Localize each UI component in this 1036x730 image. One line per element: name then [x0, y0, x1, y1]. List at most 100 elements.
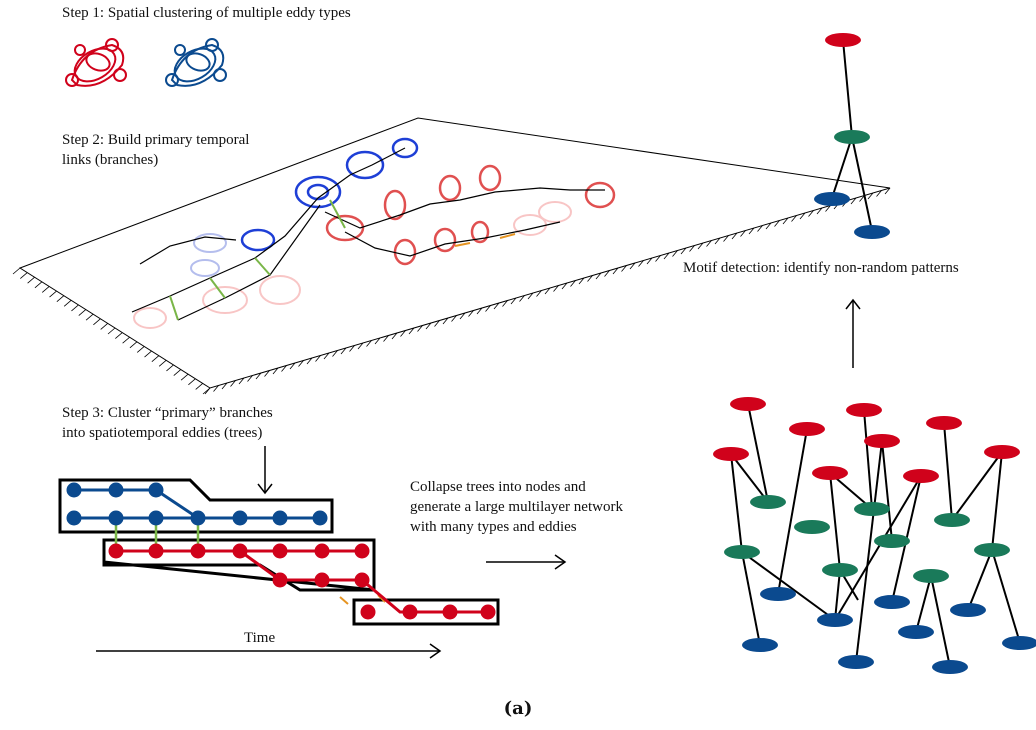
hatch-mark	[49, 290, 57, 298]
hatch-mark	[298, 360, 304, 367]
hatch-mark	[349, 345, 355, 352]
red-branch-tail-outline	[352, 598, 500, 626]
hatch-mark	[221, 382, 228, 390]
blue-tree-outline	[58, 478, 334, 534]
hatch-mark	[20, 272, 28, 279]
hatch-mark	[757, 225, 763, 232]
hatch-mark	[78, 309, 87, 316]
hatch-mark	[425, 322, 432, 330]
hatch-mark	[323, 352, 330, 360]
hatch-mark	[502, 300, 508, 307]
hatch-mark	[587, 275, 593, 282]
lime-links	[169, 199, 346, 321]
step2-label-line1: Step 2: Build primary temporal	[62, 132, 249, 148]
hatch-mark	[468, 310, 474, 317]
hatch-mark	[774, 220, 780, 227]
hatch-mark	[604, 270, 610, 277]
hatch-mark	[825, 205, 831, 212]
hatch-mark	[195, 383, 203, 390]
hatch-mark	[71, 304, 79, 312]
network-nodes	[713, 397, 1036, 674]
hatch-mark	[536, 290, 542, 297]
hatch-mark	[493, 302, 500, 310]
hatch-mark	[680, 247, 687, 255]
collapse-label-line1: Collapse trees into nodes and	[410, 479, 586, 495]
branch-links	[131, 147, 605, 321]
hatch-mark	[100, 323, 108, 330]
step2-label-line2: links (branches)	[62, 152, 158, 168]
hatch-mark	[12, 267, 21, 275]
hatch-mark	[816, 207, 823, 215]
hatch-mark	[561, 282, 568, 290]
hatch-mark	[238, 377, 245, 385]
hatch-mark	[791, 215, 797, 222]
hatch-mark	[255, 372, 262, 380]
hatch-mark	[107, 327, 116, 335]
hatch-mark	[357, 342, 364, 350]
hatch-mark	[115, 332, 123, 339]
hatch-mark	[621, 265, 627, 272]
motif-node-blue-left	[814, 192, 850, 206]
hatch-mark	[374, 337, 381, 345]
right-arrow	[486, 554, 567, 570]
hatch-mark	[27, 276, 35, 284]
hatch-mark	[391, 332, 398, 340]
motif-node-green	[834, 130, 870, 144]
hatch-mark	[332, 350, 338, 357]
motif-node-blue-right	[854, 225, 890, 239]
motif-node-red	[825, 33, 861, 47]
hatch-mark	[366, 340, 372, 347]
motif-label: Motif detection: identify non-random pat…	[683, 260, 959, 276]
hatch-mark	[697, 242, 704, 250]
hatch-mark	[663, 252, 670, 260]
hatch-mark	[122, 336, 130, 344]
hatch-mark	[672, 250, 678, 257]
hatch-mark	[306, 357, 313, 365]
hatch-mark	[782, 217, 789, 225]
hatch-mark	[510, 297, 517, 305]
hatch-mark	[230, 380, 236, 387]
hatch-mark	[723, 235, 729, 242]
step3-label-line2: into spatiotemporal eddies (trees)	[62, 425, 262, 441]
hatch-mark	[459, 312, 466, 320]
arrows	[96, 298, 861, 659]
hatch-mark	[129, 341, 138, 349]
motif-graph	[814, 33, 890, 239]
hatch-mark	[188, 378, 196, 386]
multilayer-network	[713, 397, 1036, 674]
hatch-mark	[578, 277, 585, 285]
blue-branches	[66, 482, 328, 526]
hatch-mark	[264, 370, 270, 377]
down-arrow	[257, 446, 273, 495]
blue-eddy-cluster-icon	[165, 38, 227, 87]
hatch-mark	[451, 315, 457, 322]
hatch-mark	[213, 385, 219, 392]
hatch-mark	[281, 365, 287, 372]
hatch-mark	[731, 232, 738, 240]
plane-hatching	[12, 187, 891, 395]
hatch-mark	[34, 281, 43, 289]
red-branches	[108, 543, 496, 620]
step1-label: Step 1: Spatial clustering of multiple e…	[62, 5, 351, 21]
hatch-mark	[553, 285, 559, 292]
hatch-mark	[655, 255, 661, 262]
hatch-mark	[93, 318, 101, 326]
figure-caption: (a)	[504, 698, 533, 719]
hatch-mark	[765, 222, 772, 230]
hatch-mark	[417, 325, 423, 332]
hatch-mark	[173, 369, 182, 376]
step3-label-line1: Step 3: Cluster “primary” branches	[62, 405, 273, 421]
hatch-mark	[876, 190, 882, 197]
step1-eddy-icons	[65, 38, 227, 87]
hatch-mark	[570, 280, 576, 287]
hatch-mark	[204, 387, 211, 395]
hatch-mark	[41, 286, 50, 293]
orange-links	[454, 233, 516, 247]
hatch-mark	[400, 330, 406, 337]
hatch-mark	[408, 327, 415, 335]
hatch-mark	[434, 320, 440, 327]
hatch-mark	[158, 360, 167, 367]
hatch-mark	[595, 272, 602, 280]
hatch-mark	[144, 350, 152, 358]
hatch-mark	[867, 192, 874, 200]
